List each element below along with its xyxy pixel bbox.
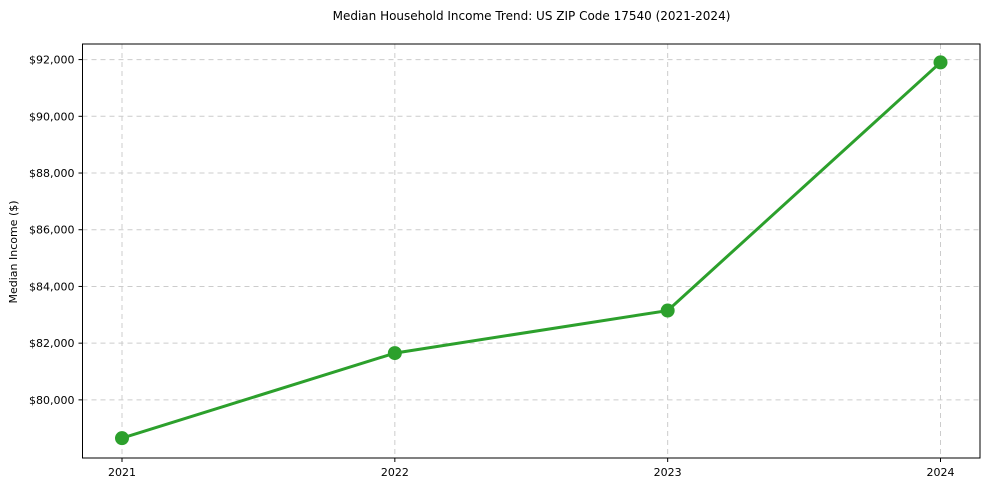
y-tick-label: $90,000: [29, 110, 75, 123]
data-point: [933, 55, 948, 70]
y-tick-label: $80,000: [29, 394, 75, 407]
y-tick-label: $92,000: [29, 54, 75, 67]
data-point: [115, 431, 129, 446]
y-tick-label: $86,000: [29, 224, 75, 237]
x-tick-label: 2024: [927, 466, 955, 479]
chart-title: Median Household Income Trend: US ZIP Co…: [332, 9, 731, 23]
data-point: [660, 303, 675, 318]
x-tick-label: 2022: [381, 466, 409, 479]
y-tick-label: $84,000: [29, 280, 75, 293]
x-tick-label: 2023: [654, 466, 682, 479]
y-tick-label: $82,000: [29, 337, 75, 350]
plot-border: [82, 43, 981, 459]
x-tick-label: 2021: [108, 466, 136, 479]
trend-line: [120, 60, 942, 440]
data-point: [387, 346, 402, 361]
y-tick-label: $88,000: [29, 167, 75, 180]
